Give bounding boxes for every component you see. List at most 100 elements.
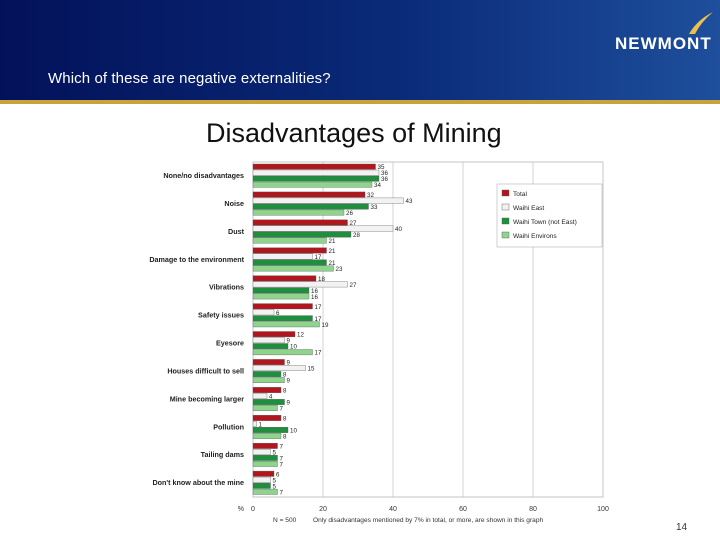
bar-waihi-town-not-east-tailing-dams (252, 454, 278, 461)
legend-label-waihi-environs: Waihi Environs (513, 233, 557, 240)
data-label-waihi-environs-damage-to-the-environment: 23 (336, 266, 343, 273)
category-label-don-t-know-about-the-mine: Don't know about the mine (152, 478, 244, 487)
data-label-waihi-environs-noise: 26 (346, 210, 353, 217)
footnote-n: N = 500 (273, 517, 297, 524)
bar-total-pollution (252, 415, 282, 421)
data-label-waihi-environs-dust: 21 (329, 238, 336, 245)
data-label-waihi-town-not-east-tailing-dams: 7 (280, 455, 284, 462)
bar-waihi-environs-houses-difficult-to-sell (252, 377, 285, 383)
bar-total-safety-issues (252, 303, 313, 310)
category-label-vibrations: Vibrations (209, 283, 244, 292)
logo-wordmark: NEWMONT (615, 34, 712, 53)
bar-waihi-east-damage-to-the-environment (252, 253, 313, 260)
data-label-waihi-east-none-no-disadvantages: 36 (381, 170, 388, 177)
data-label-waihi-environs-mine-becoming-larger: 7 (280, 406, 284, 413)
data-label-waihi-town-not-east-noise: 33 (371, 204, 378, 211)
data-label-total-eyesore: 12 (297, 332, 304, 339)
category-label-tailing-dams: Tailing dams (201, 450, 244, 459)
data-label-total-vibrations: 18 (318, 276, 325, 283)
data-label-waihi-east-eyesore: 9 (287, 338, 291, 345)
data-label-waihi-environs-safety-issues: 19 (322, 322, 329, 329)
x-axis-label: % (238, 506, 244, 513)
bar-waihi-environs-pollution (252, 433, 282, 439)
x-tick-label-60: 60 (459, 506, 467, 513)
data-label-total-pollution: 8 (283, 415, 287, 422)
bar-waihi-environs-safety-issues (252, 321, 320, 328)
bar-waihi-east-dust (252, 225, 394, 232)
data-label-waihi-east-pollution: 1 (259, 421, 263, 428)
data-label-waihi-environs-vibrations: 16 (311, 294, 318, 301)
x-tick-label-100: 100 (597, 506, 609, 513)
category-label-houses-difficult-to-sell: Houses difficult to sell (167, 366, 244, 375)
bar-total-damage-to-the-environment (252, 247, 327, 254)
bar-waihi-east-don-t-know-about-the-mine (252, 476, 271, 483)
bar-waihi-town-not-east-houses-difficult-to-sell (252, 371, 282, 377)
data-label-waihi-environs-none-no-disadvantages: 34 (374, 182, 381, 189)
category-label-damage-to-the-environment: Damage to the environment (149, 255, 244, 264)
bar-waihi-town-not-east-pollution (252, 427, 289, 433)
bar-total-vibrations (252, 275, 317, 282)
legend-swatch-waihi-town-not-east (501, 217, 510, 225)
data-label-waihi-east-damage-to-the-environment: 17 (315, 254, 322, 261)
bar-waihi-town-not-east-noise (252, 203, 369, 210)
data-label-waihi-town-not-east-safety-issues: 17 (315, 316, 322, 323)
bar-waihi-town-not-east-eyesore (252, 343, 289, 350)
data-label-total-noise: 32 (367, 192, 374, 199)
data-label-waihi-town-not-east-dust: 28 (353, 232, 360, 239)
header-accent-rule (0, 100, 720, 104)
bar-total-mine-becoming-larger (252, 387, 282, 393)
page-number: 14 (676, 522, 688, 533)
legend-swatch-waihi-environs (501, 231, 510, 239)
data-label-waihi-town-not-east-pollution: 10 (290, 427, 297, 434)
legend-label-waihi-east: Waihi East (513, 205, 544, 212)
legend-swatch-waihi-east (501, 203, 510, 211)
data-label-waihi-east-noise: 43 (406, 198, 413, 205)
bar-waihi-town-not-east-safety-issues (252, 315, 313, 322)
data-label-waihi-east-safety-issues: 6 (276, 310, 280, 317)
category-label-none-no-disadvantages: None/no disadvantages (163, 171, 244, 180)
bar-waihi-town-not-east-none-no-disadvantages (252, 175, 380, 182)
data-label-total-houses-difficult-to-sell: 9 (287, 360, 291, 367)
bar-waihi-east-none-no-disadvantages (252, 169, 380, 176)
category-label-safety-issues: Safety issues (198, 311, 244, 320)
bar-waihi-east-tailing-dams (252, 448, 271, 455)
bar-waihi-east-noise (252, 197, 404, 204)
bar-waihi-town-not-east-don-t-know-about-the-mine (252, 482, 271, 489)
bar-waihi-east-safety-issues (252, 309, 275, 316)
data-label-waihi-town-not-east-houses-difficult-to-sell: 8 (283, 372, 287, 379)
bar-total-tailing-dams (252, 442, 278, 449)
data-label-waihi-environs-pollution: 8 (283, 433, 287, 440)
bar-waihi-east-mine-becoming-larger (252, 393, 268, 399)
x-tick-label-80: 80 (529, 506, 537, 513)
bar-waihi-east-eyesore (252, 337, 285, 344)
bar-waihi-east-pollution (252, 421, 257, 427)
category-label-pollution: Pollution (213, 422, 244, 431)
bar-total-none-no-disadvantages (252, 163, 376, 170)
data-label-waihi-town-not-east-damage-to-the-environment: 21 (329, 260, 336, 267)
data-label-waihi-town-not-east-mine-becoming-larger: 9 (287, 400, 291, 407)
bar-waihi-environs-mine-becoming-larger (252, 405, 278, 411)
logo-swoosh-icon (689, 12, 713, 34)
bar-waihi-east-vibrations (252, 281, 348, 288)
bar-waihi-environs-noise (252, 209, 345, 216)
data-label-total-tailing-dams: 7 (280, 443, 284, 450)
data-label-total-dust: 27 (350, 220, 357, 227)
x-tick-label-0: 0 (251, 506, 255, 513)
category-label-eyesore: Eyesore (216, 339, 244, 348)
legend-label-total: Total (513, 191, 527, 198)
data-label-waihi-east-houses-difficult-to-sell: 15 (308, 366, 315, 373)
data-label-waihi-east-mine-becoming-larger: 4 (269, 394, 273, 401)
bar-waihi-town-not-east-damage-to-the-environment (252, 259, 327, 266)
bar-waihi-east-houses-difficult-to-sell (252, 365, 306, 371)
bar-waihi-environs-tailing-dams (252, 460, 278, 467)
category-label-mine-becoming-larger: Mine becoming larger (170, 394, 244, 403)
category-label-noise: Noise (224, 199, 244, 208)
data-label-waihi-town-not-east-don-t-know-about-the-mine: 5 (273, 483, 277, 490)
x-tick-label-20: 20 (319, 506, 327, 513)
data-label-total-safety-issues: 17 (315, 304, 322, 311)
bar-waihi-environs-damage-to-the-environment (252, 265, 334, 272)
bar-total-eyesore (252, 331, 296, 338)
bar-waihi-environs-none-no-disadvantages (252, 181, 373, 188)
bar-waihi-environs-vibrations (252, 293, 310, 300)
bar-total-noise (252, 191, 366, 198)
